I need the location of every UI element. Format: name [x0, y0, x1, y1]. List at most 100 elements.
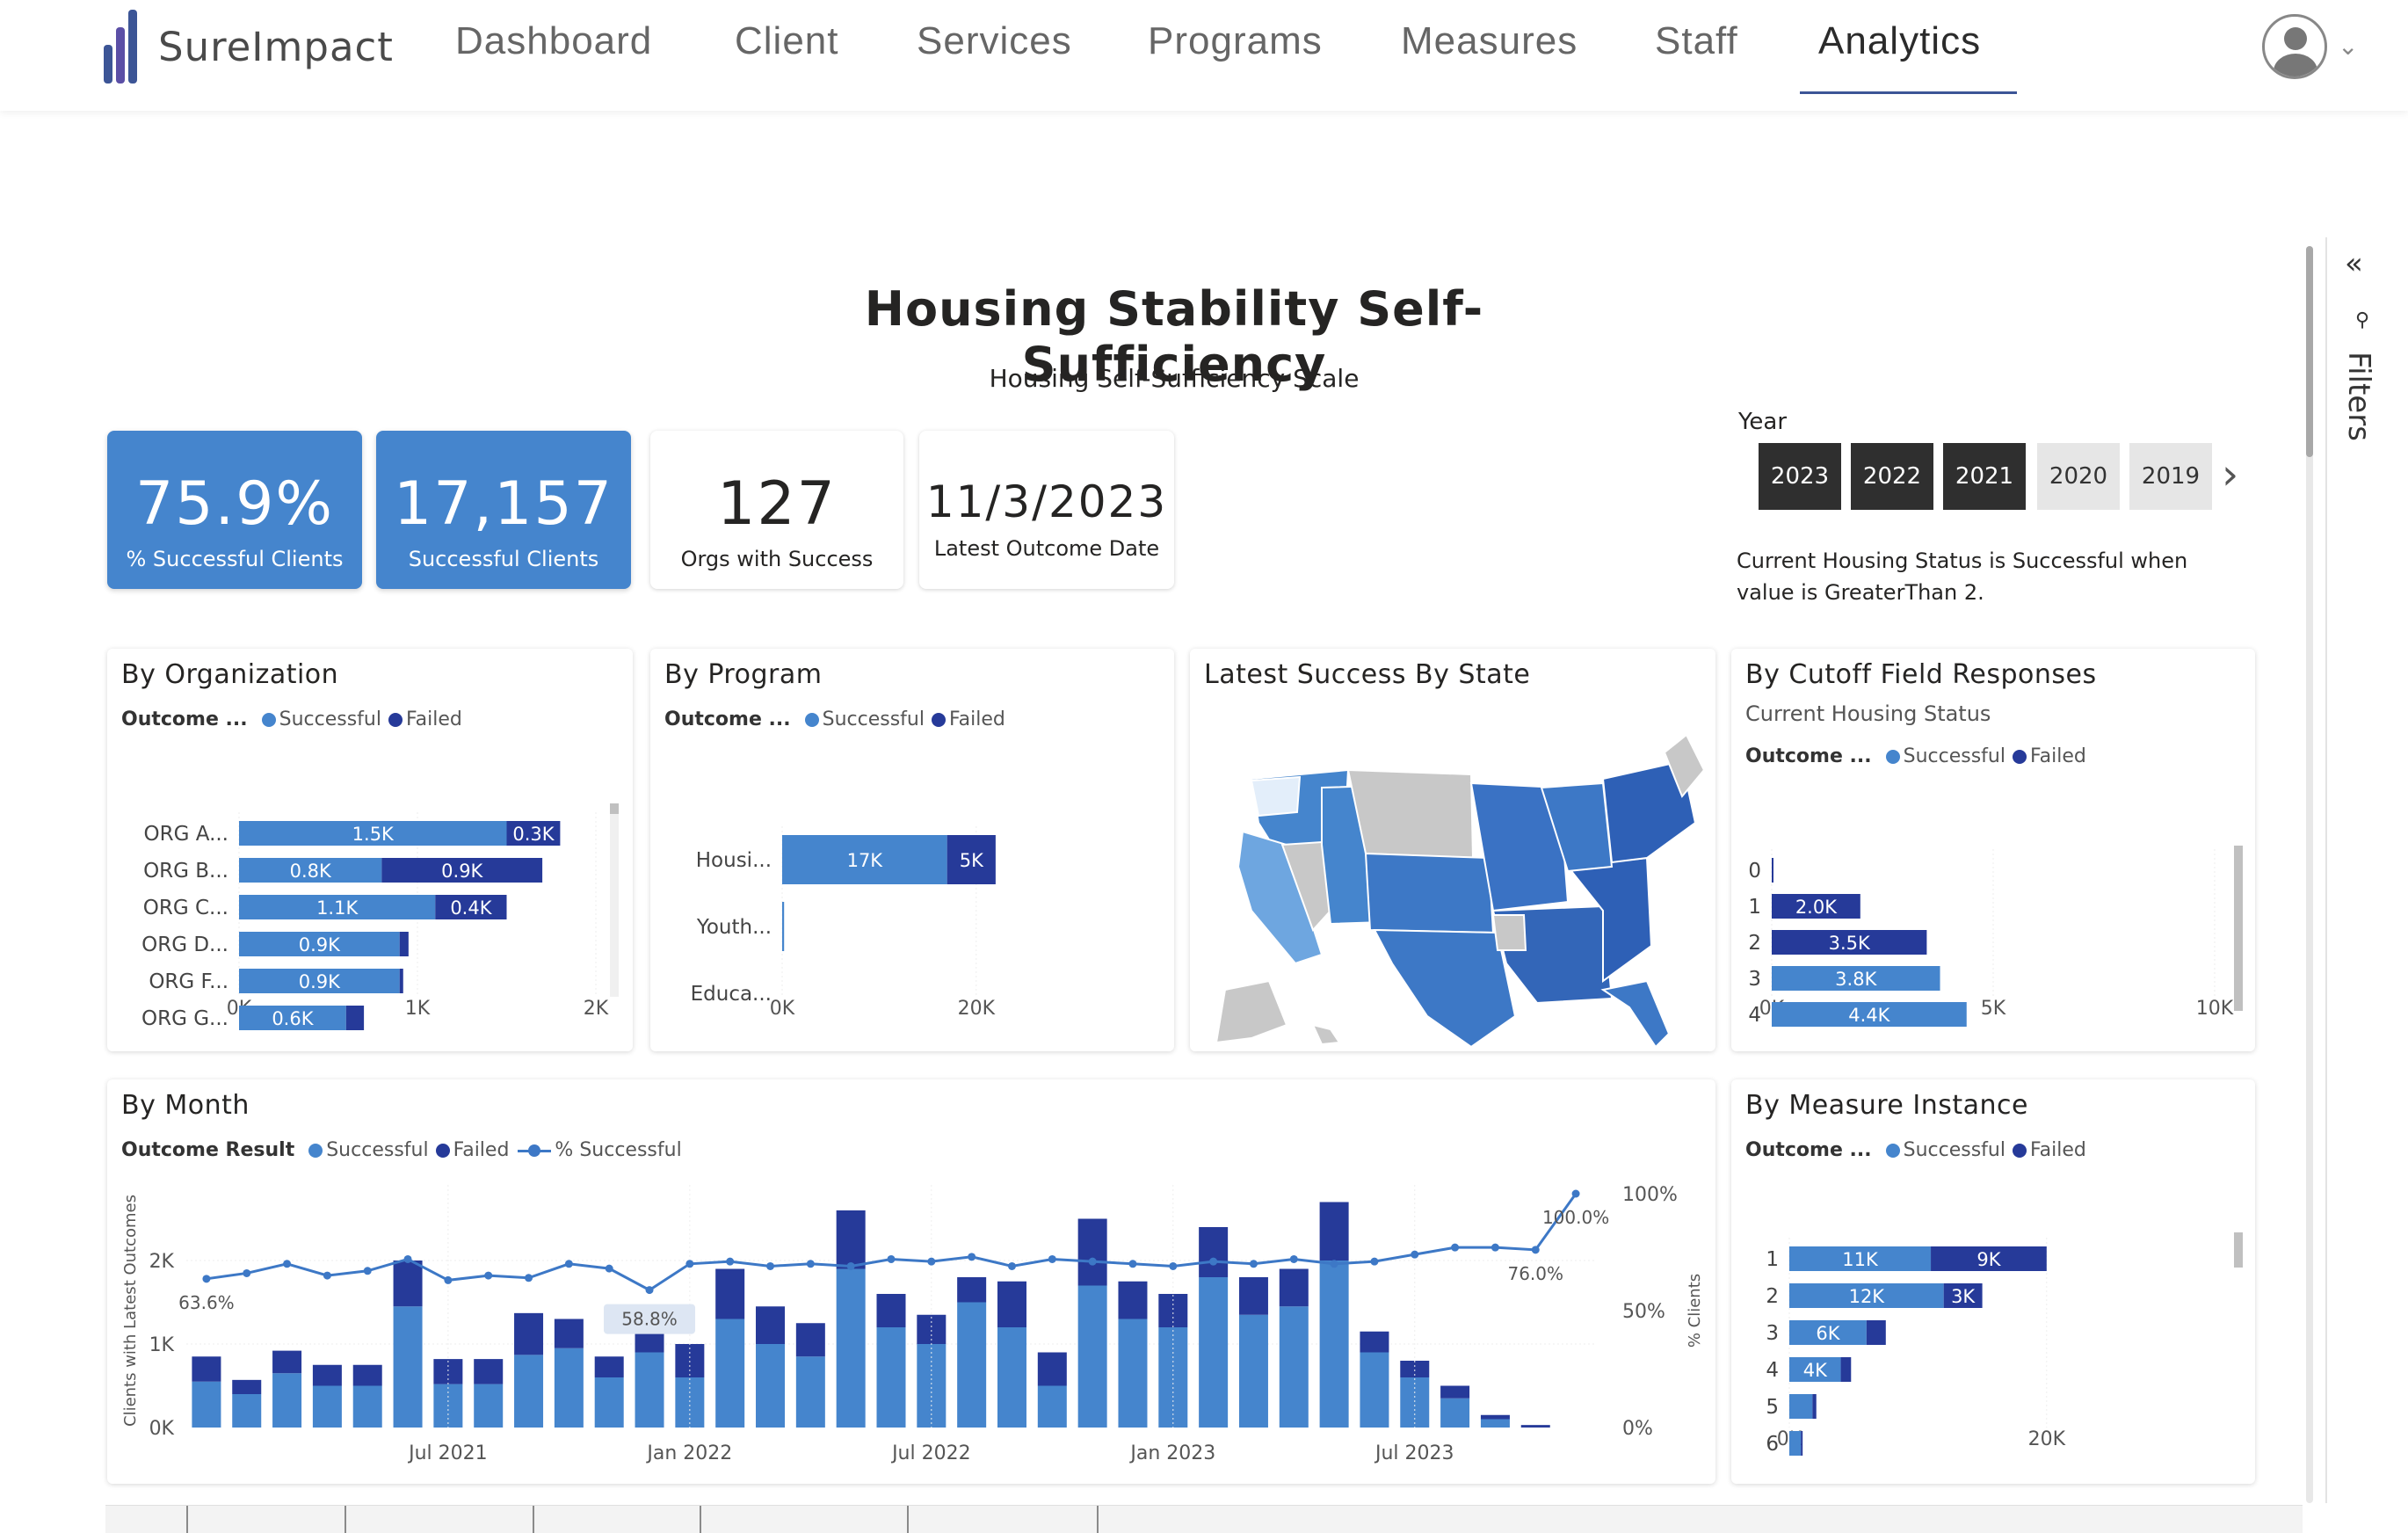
bar-failed	[1480, 1414, 1510, 1420]
bar-failed	[345, 1006, 365, 1030]
card-title: By Month	[121, 1090, 250, 1121]
bar-failed	[381, 858, 543, 883]
bar-failed	[435, 895, 507, 919]
page-tabs-bar	[105, 1505, 2303, 1533]
bar-successful	[1480, 1419, 1510, 1428]
nav-analytics[interactable]: Analytics	[1818, 19, 1982, 62]
bar-successful	[1319, 1261, 1349, 1428]
category-label: 2	[1748, 932, 1761, 955]
map-region-midwest	[1469, 781, 1570, 912]
data-label: 3.8K	[1835, 969, 1877, 990]
data-label: 63.6%	[178, 1292, 235, 1313]
bar-successful	[1772, 966, 1940, 991]
bar-successful	[1772, 1002, 1967, 1027]
nav-programs[interactable]: Programs	[1148, 19, 1323, 62]
nav-services[interactable]: Services	[917, 19, 1072, 62]
pct-point	[1169, 1261, 1178, 1270]
kpi-label: Latest Outcome Date	[933, 536, 1160, 561]
user-avatar-icon[interactable]	[2262, 14, 2327, 79]
x-tick-label: Jul 2023	[1374, 1442, 1454, 1464]
category-label: ORG D...	[141, 934, 228, 956]
category-label: 4	[1766, 1359, 1779, 1382]
report-scrollbar-thumb[interactable]	[2306, 246, 2313, 457]
nav-measures[interactable]: Measures	[1401, 19, 1578, 62]
legend-successful: Successful	[1903, 745, 2005, 767]
data-label: 4K	[1803, 1360, 1828, 1381]
filters-pane	[2325, 237, 2408, 1503]
pct-point	[1007, 1261, 1016, 1270]
chevron-right-icon[interactable]: ›	[2222, 450, 2239, 499]
data-label: 0.9K	[441, 861, 483, 882]
by-month-chart[interactable]: 0K 1K 2K 0% 50% 100% Clients with Latest Outco…	[107, 1079, 1715, 1484]
category-label: 5	[1766, 1396, 1779, 1419]
bar-successful	[1400, 1377, 1430, 1428]
pct-point	[564, 1260, 573, 1268]
bar-successful	[1789, 1431, 1802, 1456]
x-tick-label: 1K	[405, 998, 431, 1020]
category-label: Housi...	[696, 849, 772, 872]
bar-successful	[239, 821, 507, 846]
year-2023-button[interactable]: 2023	[1757, 441, 1843, 512]
report-scrollbar-track[interactable]	[2306, 246, 2313, 1503]
bar-failed	[1319, 1202, 1349, 1261]
year-2019-button[interactable]: 2019	[2128, 441, 2214, 512]
kpi-latest-outcome-date: 11/3/2023 Latest Outcome Date	[919, 431, 1174, 589]
data-label: 5K	[960, 850, 984, 871]
pct-point	[283, 1260, 292, 1268]
card-by-organization: By Organization Outcome ... Successful F…	[107, 649, 633, 1051]
double-chevron-left-icon[interactable]: «	[2345, 246, 2363, 281]
kpi-value: 17,157	[394, 469, 613, 539]
by-program-chart[interactable]: 0K 20K Housi... 17K 5K Youth... Educa...	[650, 700, 1174, 1051]
map-region-hawaii	[1311, 1023, 1341, 1046]
category-label: 1	[1748, 896, 1761, 919]
bar-failed	[997, 1281, 1026, 1327]
legend-successful: Successful	[1903, 1139, 2005, 1161]
bar-successful	[1158, 1327, 1188, 1428]
y2-tick-label: 50%	[1622, 1301, 1665, 1323]
brand-logo[interactable]: SureImpact	[104, 9, 394, 84]
year-2022-button[interactable]: 2022	[1849, 441, 1935, 512]
chevron-down-icon[interactable]: ⌄	[2338, 32, 2359, 61]
category-label: 0	[1748, 860, 1761, 883]
category-label: Educa...	[691, 983, 772, 1006]
legend-successful: Successful	[326, 1139, 429, 1161]
pct-point	[1330, 1260, 1338, 1268]
map-region-plains-central	[1364, 852, 1495, 934]
bar-successful	[594, 1377, 624, 1428]
us-state-map[interactable]	[1190, 700, 1715, 1051]
y-tick-label: 2K	[149, 1251, 175, 1273]
pct-point	[846, 1261, 855, 1270]
pct-point	[484, 1271, 493, 1280]
filters-pane-label[interactable]: Filters	[2341, 352, 2376, 441]
filter-icon[interactable]: ⚲	[2355, 309, 2370, 331]
bar-successful	[1279, 1306, 1309, 1428]
by-measure-instance-chart[interactable]: 0K20K111K9K212K3K36K44K56	[1731, 1132, 2255, 1484]
bar-failed	[715, 1268, 745, 1319]
active-tab-indicator	[1800, 91, 2017, 94]
nav-client[interactable]: Client	[735, 19, 839, 62]
data-label: 11K	[1842, 1249, 1879, 1270]
legend-title: Outcome ...	[121, 708, 248, 730]
pct-point	[525, 1274, 533, 1282]
category-label: ORG F...	[149, 970, 228, 993]
pct-point	[1048, 1254, 1056, 1263]
kpi-pct-successful: 75.9% % Successful Clients	[107, 431, 362, 589]
nav-dashboard[interactable]: Dashboard	[455, 19, 653, 62]
bar-failed	[957, 1277, 987, 1303]
data-label: 3K	[1951, 1286, 1976, 1307]
brand-name: SureImpact	[158, 23, 394, 70]
bar-failed	[594, 1356, 624, 1377]
x-tick-label: 10K	[2196, 998, 2234, 1020]
year-2021-button[interactable]: 2021	[1941, 441, 2027, 512]
bar-failed	[352, 1364, 382, 1386]
pct-point	[887, 1254, 896, 1263]
pct-point	[243, 1268, 251, 1277]
bar-successful	[239, 895, 436, 919]
legend-failed-swatch	[2012, 749, 2027, 764]
year-2020-button[interactable]: 2020	[2035, 441, 2122, 512]
bar-successful	[782, 835, 947, 884]
bar-successful	[1360, 1352, 1389, 1428]
nav-staff[interactable]: Staff	[1655, 19, 1738, 62]
